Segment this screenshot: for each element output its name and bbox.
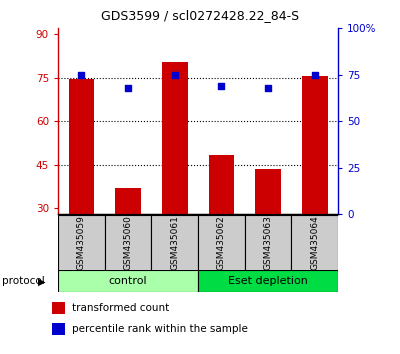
Bar <box>198 215 245 271</box>
Text: Eset depletion: Eset depletion <box>228 276 308 286</box>
Bar <box>105 215 151 271</box>
Text: GSM435061: GSM435061 <box>170 215 179 270</box>
Bar <box>291 215 338 271</box>
Text: GSM435064: GSM435064 <box>310 216 319 270</box>
Bar <box>162 62 188 214</box>
Point <box>265 85 271 91</box>
Point <box>172 72 178 78</box>
Bar <box>208 155 234 214</box>
Bar <box>58 270 198 292</box>
Point <box>218 83 224 89</box>
Bar <box>151 215 198 271</box>
Bar <box>68 79 94 214</box>
Point <box>78 72 84 78</box>
Bar <box>255 169 281 214</box>
Text: transformed count: transformed count <box>72 303 170 313</box>
Bar <box>198 270 338 292</box>
Bar <box>302 76 328 214</box>
Text: GSM435060: GSM435060 <box>124 215 132 270</box>
Point <box>125 85 131 91</box>
Text: protocol: protocol <box>2 276 45 286</box>
Bar <box>52 323 65 335</box>
Text: GSM435059: GSM435059 <box>77 215 86 270</box>
Text: control: control <box>109 276 147 286</box>
Text: GSM435062: GSM435062 <box>217 216 226 270</box>
Point <box>312 72 318 78</box>
Bar <box>58 215 105 271</box>
Text: GSM435063: GSM435063 <box>264 215 272 270</box>
Bar <box>245 215 291 271</box>
Bar <box>115 188 141 214</box>
Text: GDS3599 / scl0272428.22_84-S: GDS3599 / scl0272428.22_84-S <box>101 9 299 22</box>
Text: ▶: ▶ <box>38 276 46 286</box>
Text: percentile rank within the sample: percentile rank within the sample <box>72 324 248 334</box>
Bar <box>52 302 65 314</box>
